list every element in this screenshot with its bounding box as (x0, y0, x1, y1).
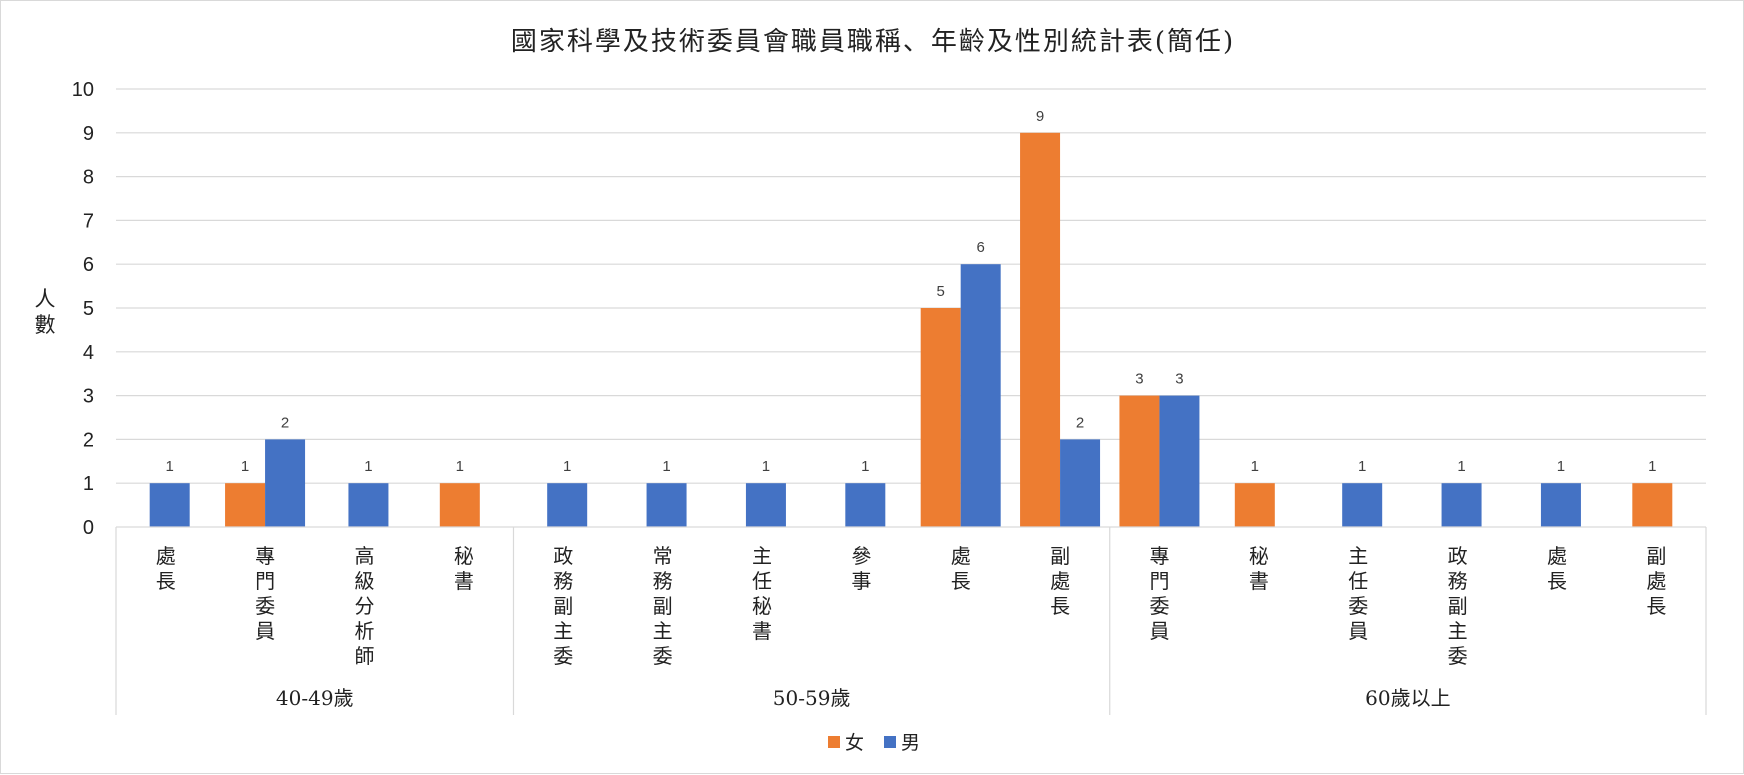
bar-female (1632, 483, 1673, 527)
data-label: 3 (1135, 371, 1143, 388)
bars (149, 132, 1673, 528)
bar-male (745, 483, 786, 527)
bar-male (265, 439, 306, 527)
legend: 女男 (828, 732, 920, 754)
y-tick-label: 0 (83, 517, 94, 539)
chart-title: 國家科學及技術委員會職員職稱、年齡及性別統計表(簡任) (511, 27, 1235, 57)
bar-male (149, 483, 190, 527)
data-label: 1 (1648, 458, 1656, 475)
y-tick-label: 4 (83, 342, 94, 364)
bar-male (960, 264, 1001, 527)
x-category-label: 高級分析師 (354, 544, 374, 668)
bar-female (1119, 395, 1160, 527)
data-label: 1 (563, 458, 571, 475)
bar-male (845, 483, 886, 527)
x-category-label: 主任委員 (1348, 544, 1368, 643)
x-category-label: 專門委員 (1149, 544, 1169, 643)
x-category-label: 秘書 (1249, 544, 1269, 593)
legend-label: 女 (845, 732, 864, 754)
x-category-label: 參事 (851, 544, 871, 593)
x-category-label: 處長 (951, 544, 971, 593)
data-label: 2 (1076, 414, 1084, 431)
data-label: 6 (977, 239, 985, 256)
data-label: 1 (166, 458, 174, 475)
bar-female (1234, 483, 1275, 527)
data-label: 1 (861, 458, 869, 475)
x-category-label: 常務副主委 (653, 544, 673, 668)
data-label: 1 (456, 458, 464, 475)
bar-male (1540, 483, 1581, 527)
bar-male (1342, 483, 1383, 527)
bar-male (1441, 483, 1482, 527)
x-category-label: 政務副主委 (553, 544, 573, 668)
gridlines (116, 88, 1706, 484)
bar-female (920, 308, 961, 527)
data-labels: 1 1 2 1 1 1 1 1 1 5 6 9 2 3 3 1 1 1 1 1 (166, 108, 1657, 475)
bar-male (547, 483, 588, 527)
x-category-label: 副處長 (1646, 544, 1666, 618)
data-label: 2 (281, 414, 289, 431)
data-label: 3 (1175, 371, 1183, 388)
x-category-label: 主任秘書 (752, 544, 772, 643)
data-label: 1 (1358, 458, 1366, 475)
legend-swatch (884, 736, 896, 748)
y-tick-label: 7 (83, 210, 94, 232)
y-tick-label: 1 (83, 473, 94, 495)
data-label: 1 (1557, 458, 1565, 475)
y-tick-label: 2 (83, 429, 94, 451)
legend-label: 男 (901, 732, 920, 754)
data-label: 1 (662, 458, 670, 475)
data-label: 1 (241, 458, 249, 475)
x-category-label: 處長 (1547, 544, 1567, 593)
bar-female (225, 483, 266, 527)
bar-female (439, 483, 480, 527)
x-category-label: 政務副主委 (1448, 544, 1468, 668)
data-label: 1 (762, 458, 770, 475)
legend-swatch (828, 736, 840, 748)
data-label: 9 (1036, 108, 1044, 125)
x-category-label: 專門委員 (255, 544, 275, 643)
y-tick-label: 9 (83, 123, 94, 145)
x-group-label: 50-59歲 (773, 686, 851, 710)
data-label: 1 (1251, 458, 1259, 475)
data-label: 5 (937, 283, 945, 300)
x-group-label: 60歲以上 (1365, 686, 1450, 710)
bar-male (1159, 395, 1200, 527)
x-axis: 處長 專門委員 高級分析師 秘書 40-49歲 政務副主委 常務副主委 主任秘書 參事 處長 副處長… (115, 526, 1707, 715)
y-tick-label: 6 (83, 254, 94, 276)
data-label: 1 (1457, 458, 1465, 475)
y-tick-label: 3 (83, 386, 94, 408)
y-axis-ticks: 0 1 2 3 4 5 6 7 8 9 10 (72, 79, 94, 539)
data-label: 1 (364, 458, 372, 475)
y-axis-label: 人數 (35, 287, 56, 337)
x-group-label: 40-49歲 (276, 686, 354, 710)
y-tick-label: 10 (72, 79, 94, 101)
bar-male (348, 483, 389, 527)
y-tick-label: 8 (83, 167, 94, 189)
bar-female (1020, 132, 1061, 528)
x-category-label: 秘書 (454, 544, 474, 593)
bar-male (1060, 439, 1101, 527)
bar-male (646, 483, 687, 527)
y-tick-label: 5 (83, 298, 94, 320)
x-category-label: 副處長 (1050, 544, 1070, 618)
x-category-label: 處長 (156, 544, 176, 593)
